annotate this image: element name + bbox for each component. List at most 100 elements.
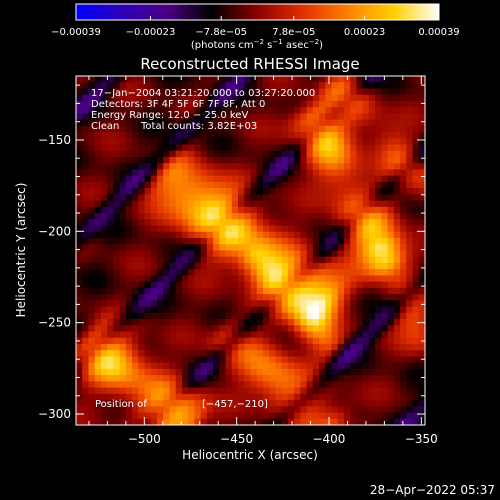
heatmap-cell (262, 325, 270, 333)
heatmap-cell (125, 406, 133, 414)
heatmap-cell (238, 144, 245, 152)
heatmap-cell (281, 188, 289, 196)
heatmap-cell (206, 107, 214, 114)
heatmap-cell (76, 150, 83, 158)
heatmap-cell (206, 100, 214, 108)
heatmap-cell (150, 331, 158, 339)
heatmap-cell (262, 238, 270, 245)
heatmap-cell (138, 262, 146, 270)
heatmap-cell (175, 213, 183, 220)
heatmap-cell (157, 225, 164, 233)
heatmap-cell (325, 300, 333, 308)
heatmap-cell (194, 238, 202, 245)
heatmap-cell (350, 219, 358, 227)
heatmap-cell (107, 132, 114, 139)
heatmap-cell (300, 256, 308, 264)
heatmap-cell (362, 231, 370, 239)
heatmap-cell (244, 231, 252, 239)
heatmap-cell (188, 269, 196, 277)
heatmap-cell (144, 287, 152, 295)
heatmap-cell (169, 418, 177, 425)
heatmap-cell (412, 294, 420, 301)
heatmap-cell (406, 319, 414, 326)
heatmap-cell (269, 294, 277, 301)
heatmap-cell (94, 356, 102, 364)
heatmap-cell (219, 262, 227, 270)
heatmap-cell (225, 188, 233, 196)
heatmap-cell (269, 312, 277, 320)
heatmap-cell (88, 256, 96, 264)
heatmap-cell (138, 375, 146, 382)
heatmap-cell (219, 88, 227, 96)
heatmap-cell (375, 175, 382, 183)
heatmap-cell (312, 113, 320, 121)
heatmap-cell (144, 275, 152, 283)
heatmap-cell (82, 169, 90, 177)
heatmap-cell (144, 393, 152, 401)
heatmap-cell (343, 300, 351, 308)
heatmap-cell (163, 244, 171, 252)
heatmap-cell (325, 287, 333, 295)
heatmap-cell (181, 188, 189, 196)
heatmap-cell (225, 82, 233, 90)
heatmap-cell (412, 406, 420, 414)
heatmap-cell (262, 356, 270, 364)
heatmap-cell (281, 94, 289, 102)
heatmap-cell (119, 393, 127, 401)
heatmap-cell (132, 107, 139, 114)
heatmap-cell (132, 188, 139, 196)
heatmap-cell (88, 350, 96, 358)
heatmap-cell (269, 381, 277, 389)
heatmap-cell (337, 306, 345, 314)
heatmap-cell (306, 132, 314, 139)
heatmap-cell (368, 188, 376, 196)
plot-frame (75, 75, 426, 426)
heatmap-cell (231, 275, 239, 283)
heatmap-cell (306, 350, 314, 358)
heatmap-cell (150, 213, 158, 220)
heatmap-cell (125, 88, 133, 96)
heatmap-cell (125, 281, 133, 289)
heatmap-cell (188, 231, 196, 239)
heatmap-cell (225, 256, 233, 264)
heatmap-cell (287, 231, 295, 239)
heatmap-cell (225, 387, 233, 395)
heatmap-cell (387, 319, 395, 326)
heatmap-cell (368, 225, 376, 233)
heatmap-cell (312, 250, 320, 258)
heatmap-cell (225, 319, 233, 326)
heatmap-cell (188, 125, 196, 133)
heatmap-cell (325, 256, 333, 264)
heatmap-cell (387, 206, 395, 214)
heatmap-cell (412, 269, 420, 277)
heatmap-cell (331, 119, 339, 127)
heatmap-cell (150, 175, 158, 183)
heatmap-cell (231, 150, 239, 158)
heatmap-cell (250, 337, 258, 345)
heatmap-cell (119, 132, 127, 139)
heatmap-cell (113, 76, 121, 83)
heatmap-cell (375, 238, 382, 245)
heatmap-cell (350, 362, 358, 370)
heatmap-cell (175, 200, 183, 208)
heatmap-cell (368, 356, 376, 364)
heatmap-cell (188, 287, 196, 295)
heatmap-cell (113, 306, 121, 314)
heatmap-cell (381, 157, 389, 164)
heatmap-cell (244, 82, 252, 90)
heatmap-cell (300, 206, 308, 214)
heatmap-cell (132, 181, 139, 189)
heatmap-cell (406, 418, 414, 425)
heatmap-cell (82, 76, 90, 83)
heatmap-cell (262, 306, 270, 314)
heatmap-cell (306, 244, 314, 252)
heatmap-cell (337, 76, 345, 83)
heatmap-cell (88, 331, 96, 339)
heatmap-cell (107, 163, 114, 171)
heatmap-cell (275, 368, 283, 376)
heatmap-cell (113, 362, 121, 370)
heatmap-cell (244, 300, 252, 308)
heatmap-cell (188, 113, 196, 121)
heatmap-cell (350, 306, 358, 314)
heatmap-cell (163, 225, 171, 233)
